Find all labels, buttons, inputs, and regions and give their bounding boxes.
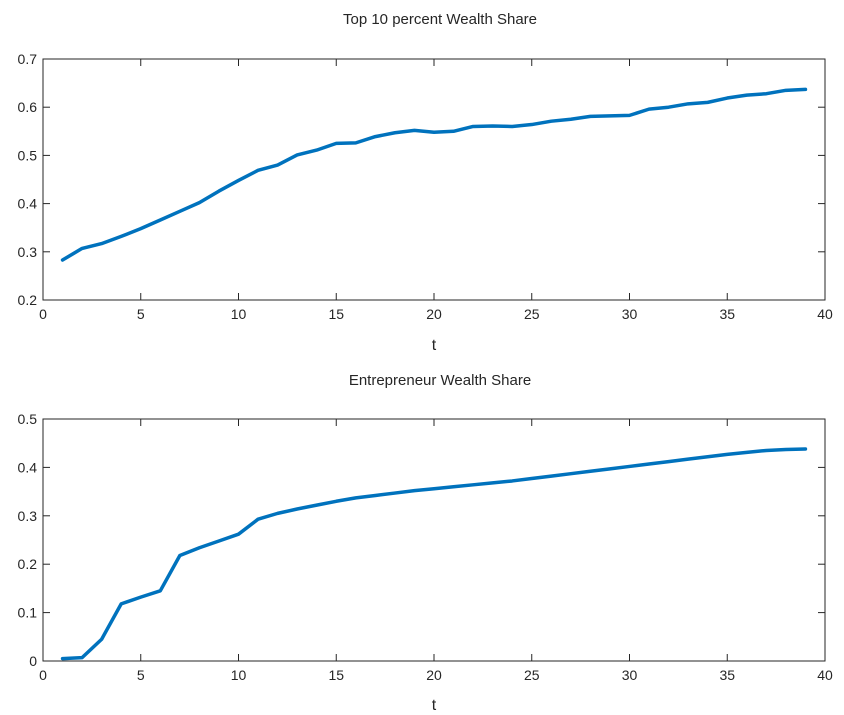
x-tick-label: 40 bbox=[817, 667, 833, 683]
y-tick-label: 0.4 bbox=[18, 196, 38, 212]
y-tick-label: 0.1 bbox=[18, 605, 38, 621]
x-tick-label: 35 bbox=[719, 667, 735, 683]
x-tick-label: 5 bbox=[137, 667, 145, 683]
x-tick-label: 30 bbox=[622, 667, 638, 683]
series-lines bbox=[60, 447, 808, 661]
x-tick-label: 0 bbox=[39, 667, 47, 683]
y-tick-label: 0.5 bbox=[18, 411, 38, 427]
y-tick-label: 0.4 bbox=[18, 459, 38, 475]
series-lines bbox=[60, 87, 808, 262]
y-tick-label: 0.2 bbox=[18, 556, 38, 572]
x-tick-label: 10 bbox=[231, 667, 247, 683]
x-tick-label: 15 bbox=[328, 667, 344, 683]
x-tick-label: 0 bbox=[39, 306, 47, 322]
series-line bbox=[60, 447, 808, 661]
plot-title: Top 10 percent Wealth Share bbox=[343, 11, 537, 28]
top-10-percent-wealth-share-plot: Top 10 percent Wealth Share 0 5 10 15 20 25 30… bbox=[18, 11, 833, 354]
y-tick-label: 0.6 bbox=[18, 99, 38, 115]
x-tick-label: 15 bbox=[328, 306, 344, 322]
tick-marks bbox=[42, 58, 826, 301]
x-tick-label: 30 bbox=[622, 306, 638, 322]
y-tick-label: 0 bbox=[29, 653, 37, 669]
x-tick-label: 25 bbox=[524, 306, 540, 322]
y-tick-label: 0.5 bbox=[18, 147, 38, 163]
x-axis-label: t bbox=[432, 697, 437, 714]
x-tick-label: 20 bbox=[426, 306, 442, 322]
entrepreneur-wealth-share-plot: Entrepreneur Wealth Share 0 5 10 15 20 25 30 35… bbox=[18, 372, 833, 714]
plot-title: Entrepreneur Wealth Share bbox=[349, 372, 531, 389]
x-tick-label: 25 bbox=[524, 667, 540, 683]
x-tick-label: 35 bbox=[719, 306, 735, 322]
axes-box bbox=[42, 58, 826, 301]
x-tick-label: 10 bbox=[231, 306, 247, 322]
x-tick-label: 40 bbox=[817, 306, 833, 322]
tick-marks bbox=[42, 418, 826, 662]
x-axis-label: t bbox=[432, 337, 437, 354]
tick-labels: 0 5 10 15 20 25 30 35 40 0 0.1 0.2 0.3 0.4 0.5 bbox=[18, 411, 833, 683]
y-tick-label: 0.3 bbox=[18, 508, 38, 524]
y-tick-label: 0.7 bbox=[18, 51, 38, 67]
y-tick-label: 0.2 bbox=[18, 292, 38, 308]
series-line bbox=[60, 87, 808, 262]
x-tick-label: 5 bbox=[137, 306, 145, 322]
tick-labels: 0 5 10 15 20 25 30 35 40 0.2 0.3 0.4 0.5 0.6 0.7 bbox=[18, 51, 833, 322]
x-tick-label: 20 bbox=[426, 667, 442, 683]
y-tick-label: 0.3 bbox=[18, 244, 38, 260]
